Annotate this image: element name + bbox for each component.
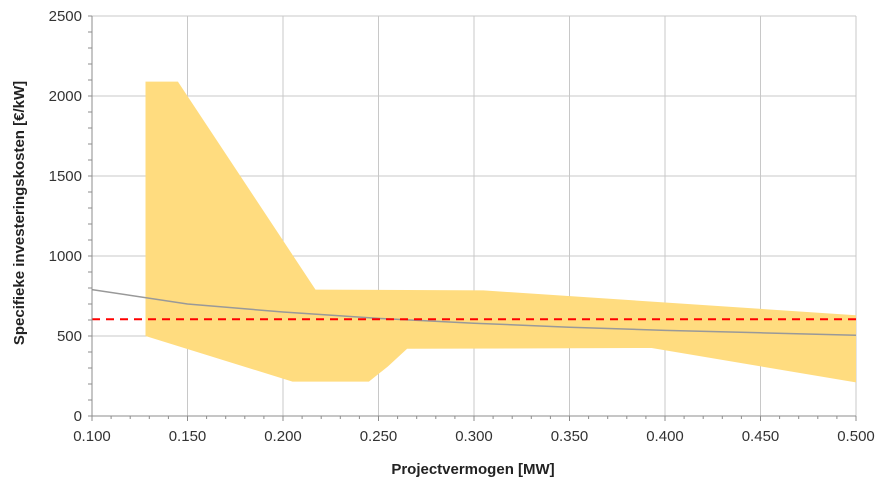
y-axis-title: Specifieke investeringskosten [€/kW]: [11, 81, 28, 345]
y-tick-label: 0: [74, 408, 82, 425]
y-tick-label: 2000: [49, 88, 82, 105]
y-tick-labels: 0 500 1000 1500 2000 2500: [49, 8, 82, 425]
x-tick-label: 0.500: [837, 428, 875, 445]
x-tick-label: 0.350: [551, 428, 589, 445]
x-axis-title: Projectvermogen [MW]: [391, 461, 554, 478]
y-tick-label: 2500: [49, 8, 82, 25]
y-tick-label: 1500: [49, 168, 82, 185]
x-tick-label: 0.400: [646, 428, 684, 445]
x-tick-label: 0.300: [455, 428, 493, 445]
cost-range-band: [145, 81, 856, 383]
x-tick-label: 0.150: [169, 428, 207, 445]
x-tick-label: 0.250: [360, 428, 398, 445]
axes: [88, 15, 857, 421]
x-tick-labels: 0.100 0.150 0.200 0.250 0.300 0.350 0.400 0.450…: [73, 428, 875, 445]
trend-line: [91, 288, 857, 336]
y-tick-label: 1000: [49, 248, 82, 265]
x-tick-label: 0.200: [264, 428, 302, 445]
x-tick-label: 0.450: [742, 428, 780, 445]
y-tick-label: 500: [57, 328, 82, 345]
x-tick-label: 0.100: [73, 428, 111, 445]
